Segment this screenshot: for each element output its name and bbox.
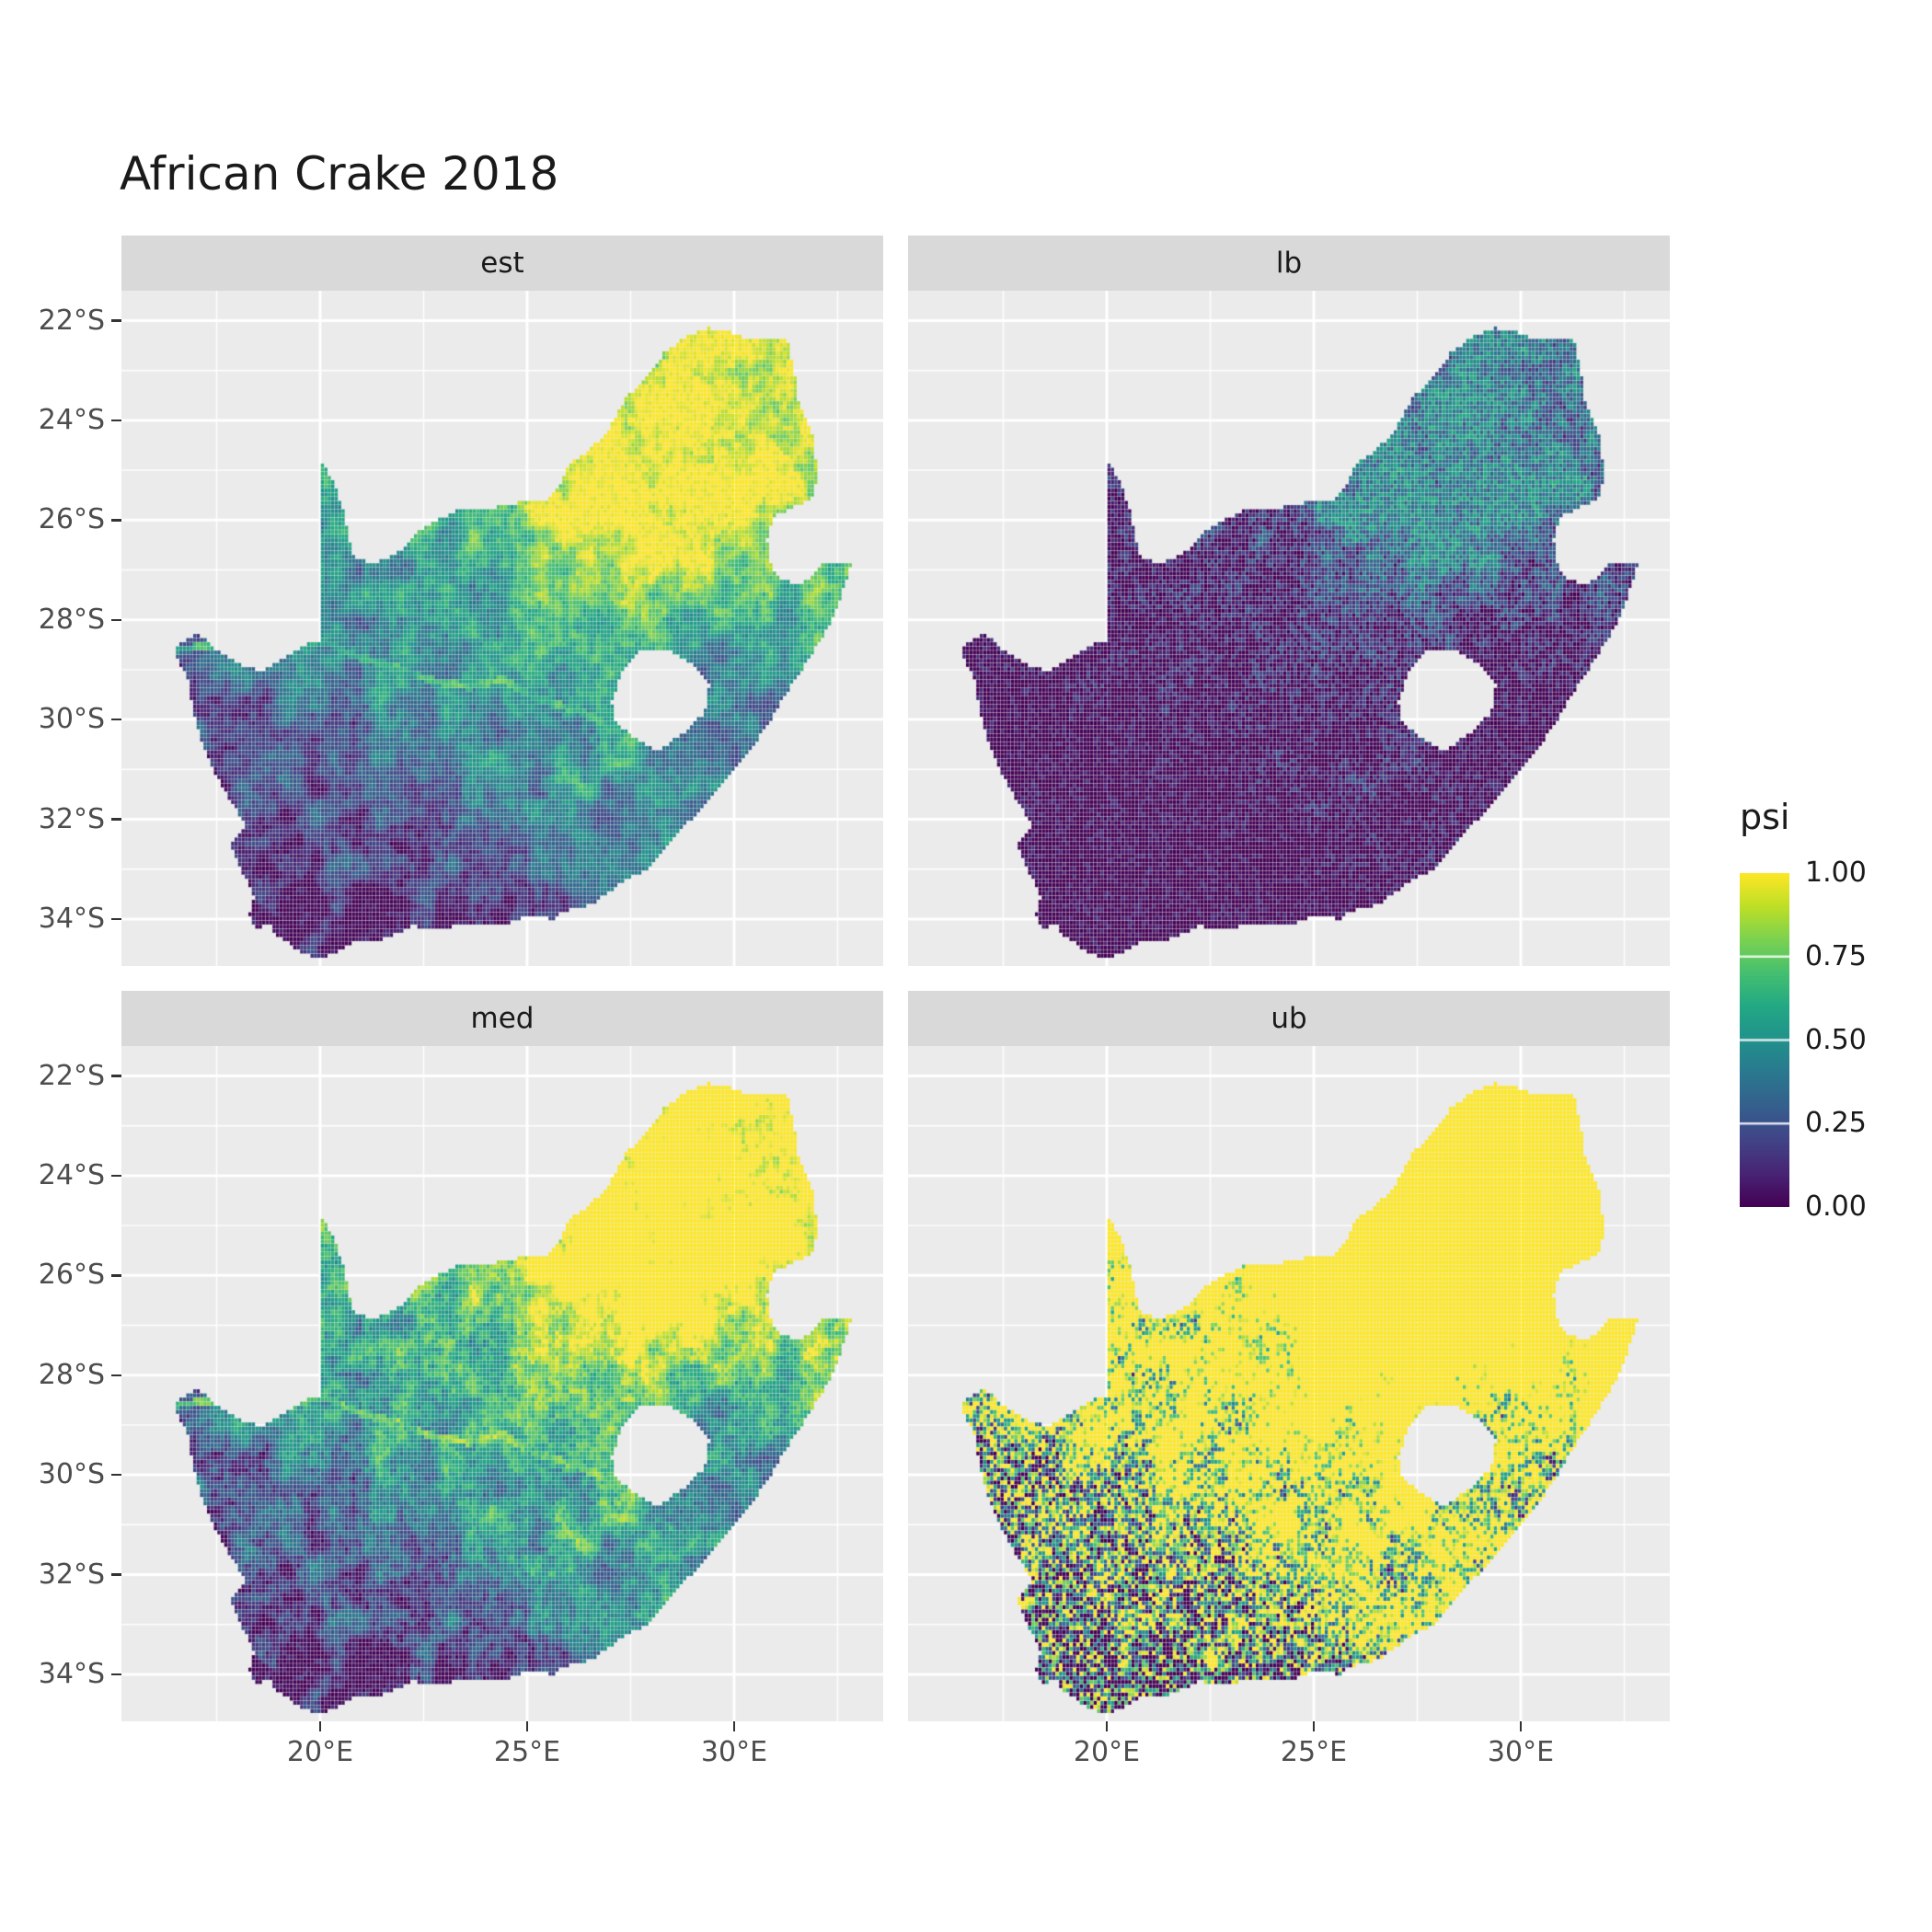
y-axis-tick-label: 30°S xyxy=(38,703,105,736)
facet-strip-med: med xyxy=(121,991,883,1046)
x-axis-tick-mark xyxy=(1519,1721,1523,1731)
x-axis-tick-label: 25°E xyxy=(1280,1736,1348,1768)
x-axis-tick-mark xyxy=(525,1721,529,1731)
y-axis-tick-label: 22°S xyxy=(38,1059,105,1092)
x-axis-tick-mark xyxy=(318,1721,322,1731)
map-canvas-med xyxy=(121,1046,883,1721)
y-axis-tick-mark xyxy=(111,1075,121,1077)
y-axis-tick-mark xyxy=(111,319,121,322)
legend-colorbar xyxy=(1740,873,1789,1207)
x-axis-tick-mark xyxy=(1312,1721,1316,1731)
facet-strip-est: est xyxy=(121,236,883,291)
y-axis-tick-label: 22°S xyxy=(38,304,105,337)
facet-panel-med: med xyxy=(121,991,883,1721)
facet-panel-ub: ub xyxy=(908,991,1670,1721)
map-canvas-ub xyxy=(908,1046,1670,1721)
x-axis-tick-label: 20°E xyxy=(1073,1736,1141,1768)
y-axis-tick-mark xyxy=(111,618,121,621)
legend-tick-label: 0.25 xyxy=(1805,1107,1867,1140)
y-axis-tick-label: 26°S xyxy=(38,1259,105,1292)
y-axis-tick-label: 30°S xyxy=(38,1458,105,1491)
facet-label-med: med xyxy=(470,1002,535,1035)
y-axis-tick-mark xyxy=(111,917,121,921)
facet-panel-lb: lb xyxy=(908,236,1670,966)
y-axis-tick-mark xyxy=(111,818,121,821)
y-axis-tick-mark xyxy=(111,1473,121,1477)
y-axis-tick-label: 34°S xyxy=(38,1657,105,1690)
y-axis-tick-label: 32°S xyxy=(38,802,105,835)
y-axis-tick-mark xyxy=(111,419,121,422)
facet-label-lb: lb xyxy=(1275,247,1303,280)
legend-tick-label: 1.00 xyxy=(1805,857,1867,889)
facet-label-ub: ub xyxy=(1271,1002,1307,1035)
x-axis-tick-label: 30°E xyxy=(700,1736,768,1768)
y-axis-tick-mark xyxy=(111,1573,121,1576)
x-axis-tick-label: 25°E xyxy=(493,1736,561,1768)
facet-strip-ub: ub xyxy=(908,991,1670,1046)
y-axis-tick-mark xyxy=(111,1274,121,1277)
y-axis-tick-label: 32°S xyxy=(38,1558,105,1591)
facet-panel-est: est xyxy=(121,236,883,966)
y-axis-tick-mark xyxy=(111,519,121,522)
legend-tick-label: 0.75 xyxy=(1805,939,1867,972)
y-axis-tick-mark xyxy=(111,718,121,721)
legend-tick-label: 0.00 xyxy=(1805,1190,1867,1223)
y-axis-tick-mark xyxy=(111,1174,121,1178)
y-axis-tick-label: 24°S xyxy=(38,1158,105,1191)
legend-tick-label: 0.50 xyxy=(1805,1023,1867,1056)
chart-title: African Crake 2018 xyxy=(120,147,559,201)
y-axis-tick-mark xyxy=(111,1673,121,1676)
y-axis-tick-mark xyxy=(111,1374,121,1376)
x-axis-tick-label: 20°E xyxy=(286,1736,354,1768)
y-axis-tick-label: 34°S xyxy=(38,902,105,935)
facet-strip-lb: lb xyxy=(908,236,1670,291)
facet-label-est: est xyxy=(480,247,524,280)
x-axis-tick-mark xyxy=(1105,1721,1109,1731)
y-axis-tick-label: 28°S xyxy=(38,1358,105,1391)
y-axis-tick-label: 28°S xyxy=(38,603,105,636)
y-axis-tick-label: 24°S xyxy=(38,403,105,436)
y-axis-tick-label: 26°S xyxy=(38,503,105,536)
map-canvas-est xyxy=(121,291,883,966)
map-canvas-lb xyxy=(908,291,1670,966)
x-axis-tick-mark xyxy=(732,1721,736,1731)
x-axis-tick-label: 30°E xyxy=(1487,1736,1555,1768)
legend-title: psi xyxy=(1740,797,1790,837)
